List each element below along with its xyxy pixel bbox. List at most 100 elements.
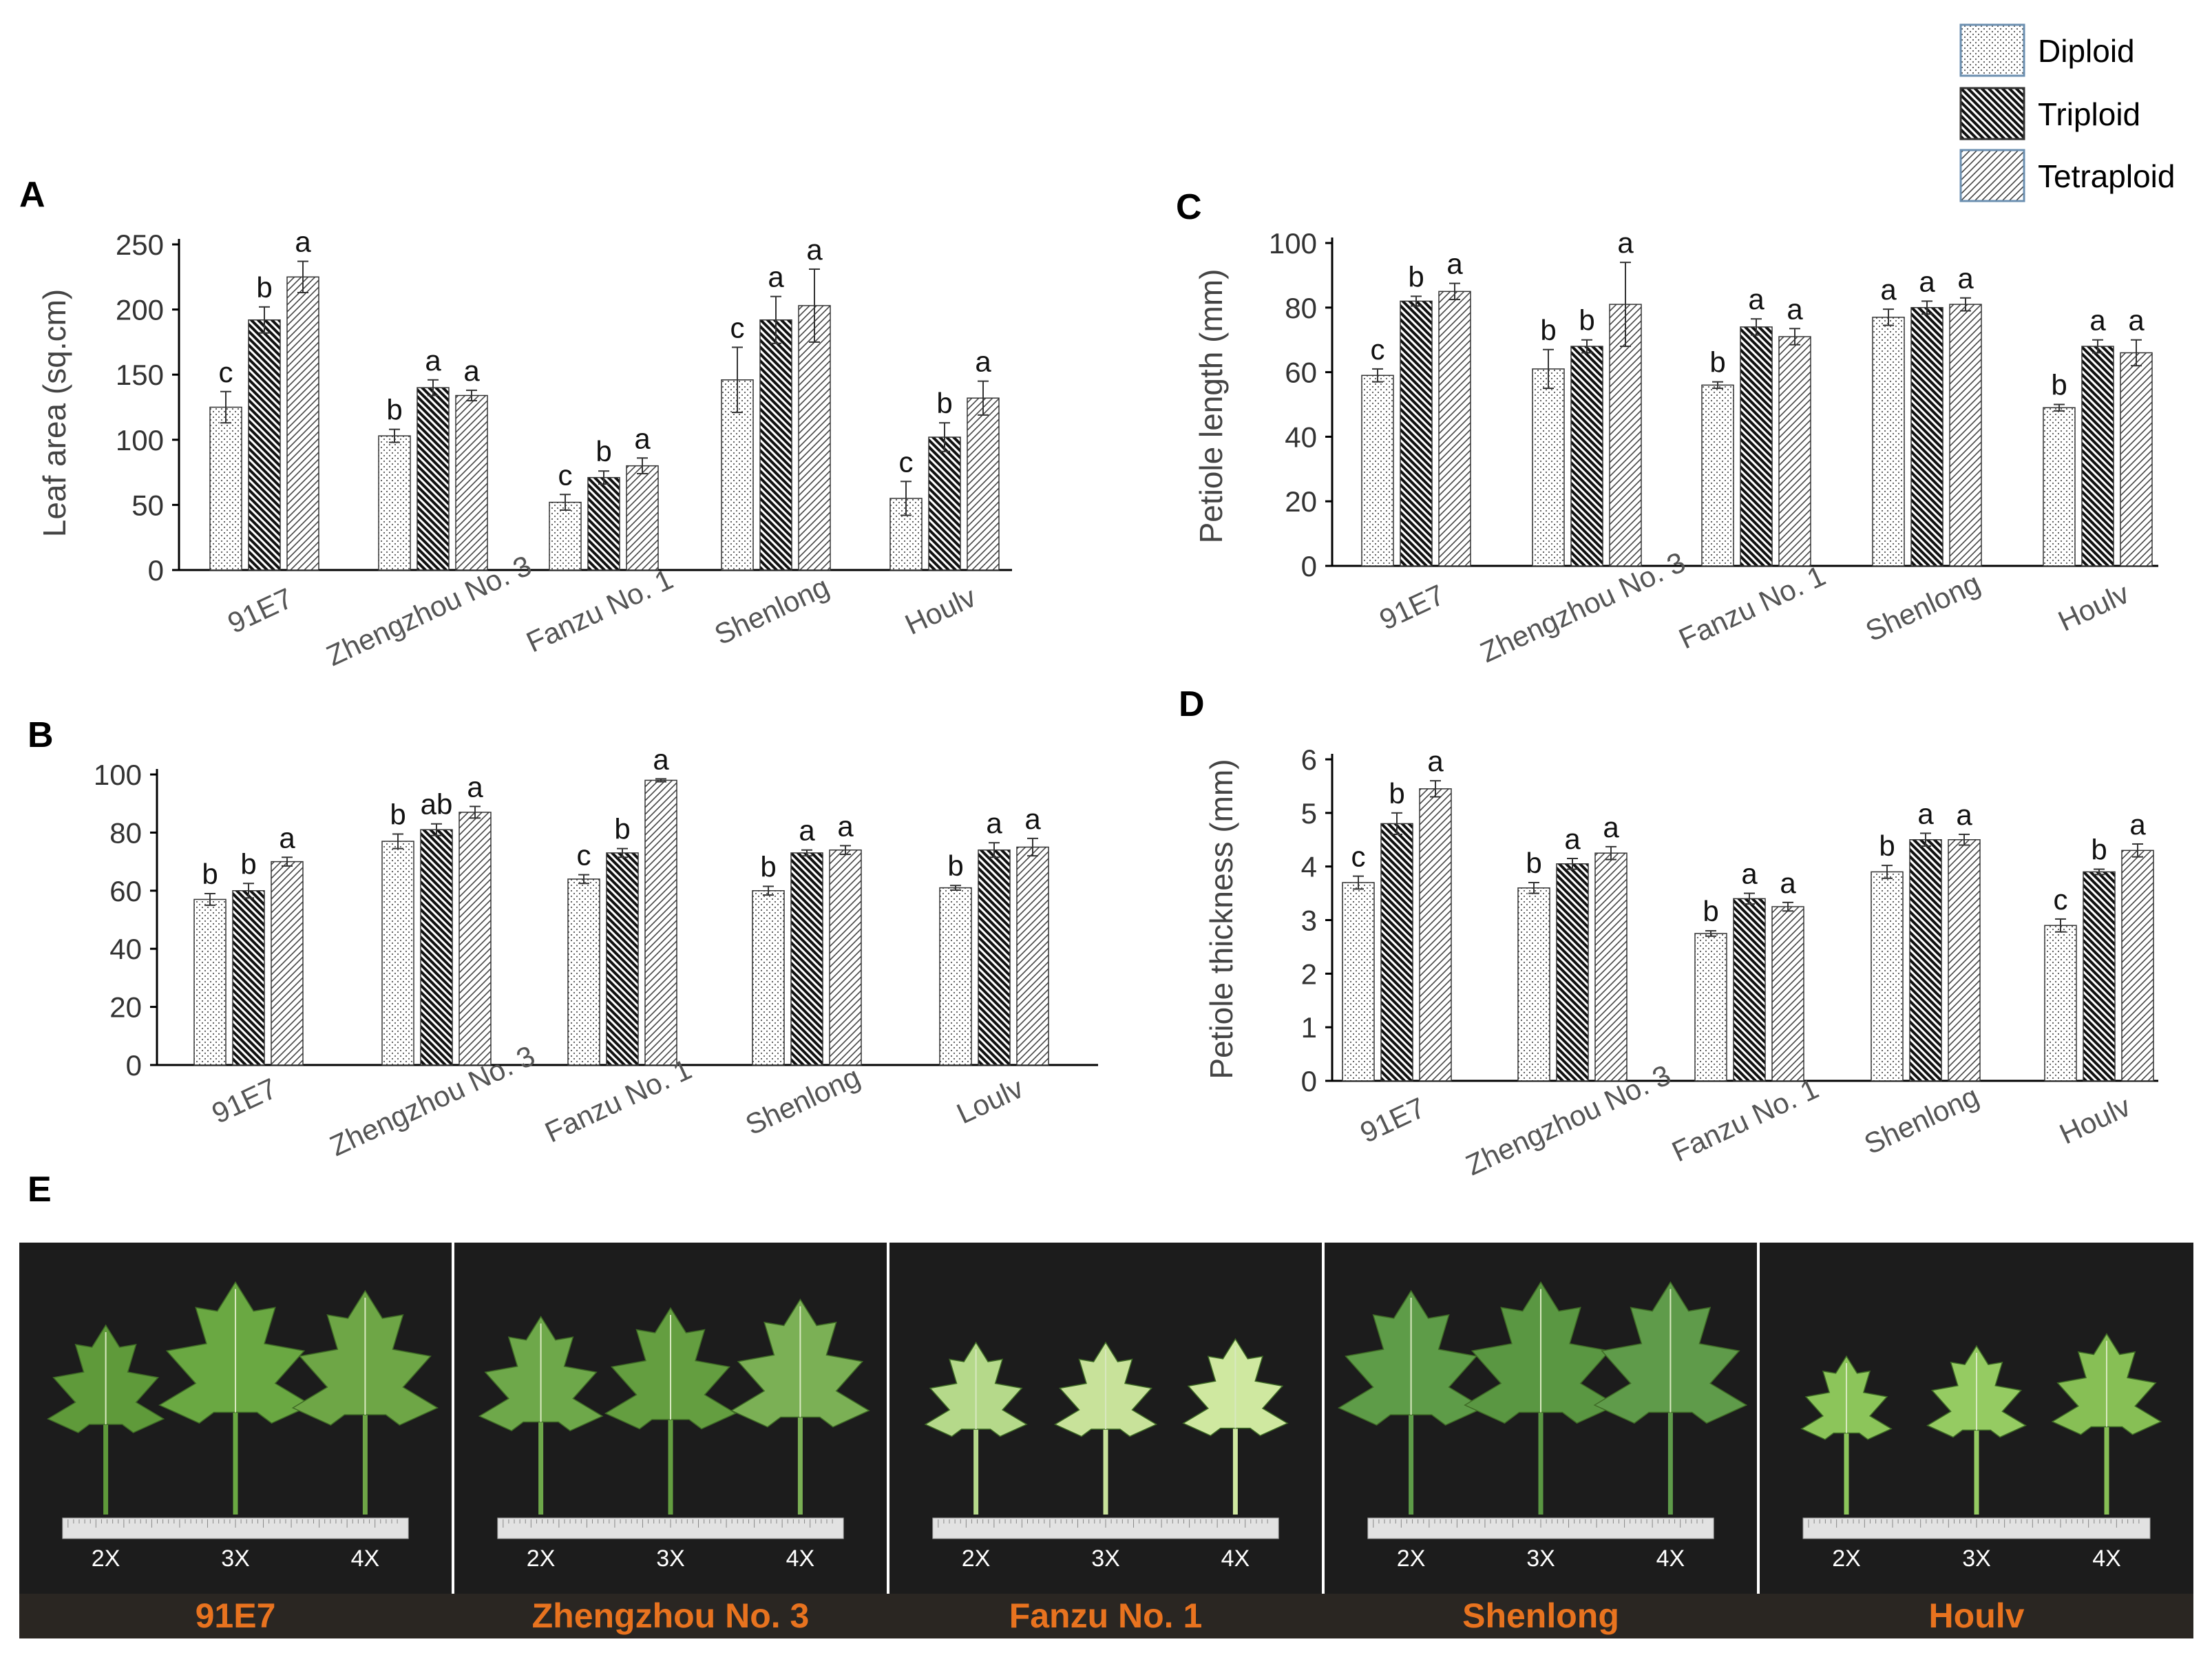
y-tick-label: 2 bbox=[1301, 958, 1317, 990]
bar-triploid bbox=[606, 852, 639, 1066]
significance-letter: a bbox=[1787, 293, 1803, 325]
bar-diploid bbox=[1361, 375, 1394, 567]
significance-letter: c bbox=[730, 311, 745, 344]
ploidy-label: 2X bbox=[1397, 1546, 1426, 1572]
significance-letter: b bbox=[1408, 260, 1424, 293]
bar-tetraploid bbox=[644, 779, 677, 1066]
bar-tetraploid bbox=[286, 276, 319, 571]
leaf-photo-strip: 2X 3X 4X 2X 3X 4X 2X 3X 4X 2X 3X 4X 2X 3X 4X 91E7 … bbox=[19, 1243, 2193, 1638]
bar-diploid bbox=[209, 406, 242, 571]
y-tick-label: 250 bbox=[116, 229, 164, 261]
significance-letter: a bbox=[975, 346, 991, 378]
category-label: 91E7 bbox=[207, 1072, 282, 1130]
y-tick-label: 0 bbox=[1301, 550, 1317, 582]
significance-letter: b bbox=[256, 271, 272, 304]
significance-letter: a bbox=[837, 810, 854, 842]
bar-triploid bbox=[232, 890, 265, 1066]
bar-triploid bbox=[2081, 346, 2114, 567]
y-tick-label: 6 bbox=[1301, 744, 1317, 776]
significance-letter: a bbox=[425, 344, 441, 377]
y-tick-label: 5 bbox=[1301, 797, 1317, 830]
ploidy-label: 4X bbox=[351, 1546, 380, 1572]
category-label: 91E7 bbox=[1374, 578, 1449, 636]
cultivar-label-91e7: 91E7 bbox=[195, 1596, 276, 1635]
significance-letter: c bbox=[219, 356, 233, 388]
y-tick-label: 0 bbox=[1301, 1065, 1317, 1097]
significance-letter: a bbox=[1880, 273, 1897, 306]
category-label: 91E7 bbox=[1355, 1091, 1430, 1149]
significance-letter: b bbox=[386, 394, 402, 426]
legend-label-diploid: Diploid bbox=[2038, 33, 2135, 69]
y-tick-label: 0 bbox=[126, 1049, 142, 1082]
significance-letter: b bbox=[1389, 777, 1404, 810]
bar-tetraploid bbox=[455, 394, 488, 571]
y-axis-title: Petiole length (mm) bbox=[1193, 269, 1229, 544]
panel-label-b: B bbox=[28, 715, 54, 755]
significance-letter: a bbox=[986, 807, 1002, 839]
significance-letter: b bbox=[936, 387, 952, 419]
significance-letter: a bbox=[295, 226, 311, 258]
category-label: Fanzu No. 1 bbox=[1667, 1072, 1823, 1168]
bar-triploid bbox=[1733, 898, 1766, 1082]
bar-tetraploid bbox=[1778, 336, 1811, 567]
bar-tetraploid bbox=[967, 397, 1000, 571]
cultivar-label-fanzu: Fanzu No. 1 bbox=[1009, 1596, 1203, 1635]
bar-tetraploid bbox=[1949, 304, 1982, 567]
significance-letter: b bbox=[202, 858, 218, 890]
category-label: Houlv bbox=[900, 580, 980, 641]
bar-tetraploid bbox=[1016, 846, 1049, 1066]
leaf-photo: 2X 3X 4X bbox=[1325, 1243, 1757, 1594]
ploidy-label: 3X bbox=[656, 1546, 685, 1572]
bar-tetraploid bbox=[829, 849, 862, 1066]
significance-letter: a bbox=[2089, 304, 2106, 337]
significance-letter: c bbox=[2054, 883, 2068, 916]
category-label: Fanzu No. 1 bbox=[521, 562, 677, 658]
bar-triploid bbox=[587, 476, 620, 571]
bar-diploid bbox=[2044, 925, 2077, 1082]
photo-panel-zhengzhou: 2X 3X 4X bbox=[454, 1243, 887, 1594]
bar-diploid bbox=[567, 878, 600, 1066]
y-tick-label: 40 bbox=[1285, 421, 1317, 453]
significance-letter: b bbox=[2091, 834, 2107, 866]
category-label: Shenlong bbox=[1861, 567, 1985, 648]
ploidy-label: 2X bbox=[92, 1546, 120, 1572]
y-tick-label: 80 bbox=[1285, 292, 1317, 324]
bar-tetraploid bbox=[1419, 788, 1452, 1082]
cultivar-label-shenlong: Shenlong bbox=[1462, 1596, 1619, 1635]
significance-letter: b bbox=[1703, 895, 1718, 927]
significance-letter: a bbox=[1427, 745, 1444, 777]
significance-letter: a bbox=[1024, 803, 1041, 835]
leaf-photo: 2X 3X 4X bbox=[889, 1243, 1322, 1594]
ploidy-label: 2X bbox=[962, 1546, 991, 1572]
significance-letter: b bbox=[947, 850, 963, 882]
ploidy-label: 3X bbox=[221, 1546, 250, 1572]
ploidy-label: 3X bbox=[1091, 1546, 1120, 1572]
bar-tetraploid bbox=[1609, 304, 1642, 567]
significance-letter: a bbox=[2129, 808, 2146, 841]
significance-letter: b bbox=[760, 850, 776, 883]
bar-diploid bbox=[1342, 882, 1375, 1082]
bar-diploid bbox=[1532, 368, 1565, 567]
bar-triploid bbox=[2083, 871, 2116, 1082]
panel-label-c: C bbox=[1176, 187, 1202, 227]
y-axis-title: Leaf area (sq.cm) bbox=[36, 289, 72, 537]
bar-triploid bbox=[420, 829, 453, 1066]
bar-triploid bbox=[417, 387, 450, 571]
bar-triploid bbox=[759, 319, 792, 571]
y-tick-label: 100 bbox=[1269, 227, 1317, 260]
ploidy-label: 3X bbox=[1962, 1546, 1991, 1572]
y-tick-label: 50 bbox=[131, 489, 164, 521]
ploidy-label: 4X bbox=[786, 1546, 815, 1572]
bar-diploid bbox=[1872, 317, 1905, 567]
significance-letter: a bbox=[1957, 262, 1974, 295]
significance-letter: ab bbox=[421, 788, 453, 821]
significance-letter: a bbox=[768, 261, 784, 293]
category-label: Shenlong bbox=[1860, 1079, 1984, 1161]
category-label: Houlv bbox=[2053, 577, 2134, 637]
bar-diploid bbox=[939, 887, 972, 1066]
significance-letter: a bbox=[279, 821, 295, 854]
y-tick-label: 20 bbox=[1285, 485, 1317, 518]
bar-tetraploid bbox=[798, 305, 831, 571]
